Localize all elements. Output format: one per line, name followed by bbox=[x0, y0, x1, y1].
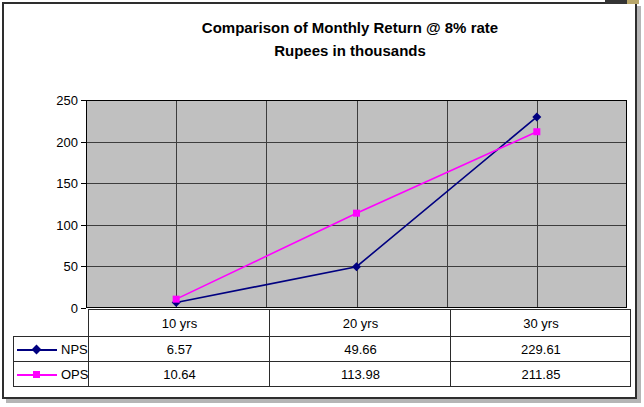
series-label-ops: OPS bbox=[61, 367, 88, 382]
value-cell: 10.64 bbox=[89, 362, 270, 387]
chart-screenshot: Comparison of Monthly Return @ 8% rate R… bbox=[0, 0, 644, 407]
ops-square-marker-icon bbox=[33, 371, 40, 378]
y-tick-label: 200 bbox=[30, 135, 78, 150]
data-point-square bbox=[353, 210, 360, 217]
series-row-ops: OPS 10.64 113.98 211.85 bbox=[14, 362, 631, 387]
value-cell: 211.85 bbox=[451, 362, 631, 387]
category-cell-10yrs: 10 yrs bbox=[89, 310, 270, 337]
y-tick-label: 150 bbox=[30, 176, 78, 191]
series-label-nps: NPS bbox=[61, 342, 88, 357]
y-axis-ticks bbox=[81, 101, 86, 309]
category-cell-30yrs: 30 yrs bbox=[451, 310, 631, 337]
value-cell: 113.98 bbox=[270, 362, 451, 387]
series-row-nps: NPS 6.57 49.66 229.61 bbox=[14, 337, 631, 362]
category-cell-20yrs: 20 yrs bbox=[270, 310, 451, 337]
data-table: 10 yrs 20 yrs 30 yrs NPS 6.57 49.66 229.… bbox=[13, 309, 631, 387]
nps-diamond-marker-icon bbox=[32, 344, 42, 354]
data-point-square bbox=[173, 296, 180, 303]
plot-background bbox=[86, 100, 627, 308]
legend-cell-ops: OPS bbox=[14, 362, 89, 387]
value-cell: 6.57 bbox=[89, 337, 270, 362]
legend-cell-nps: NPS bbox=[14, 337, 89, 362]
blank-cell bbox=[14, 310, 89, 337]
category-row: 10 yrs 20 yrs 30 yrs bbox=[14, 310, 631, 337]
y-tick-label: 50 bbox=[30, 259, 78, 274]
legend-key-nps bbox=[17, 345, 57, 354]
data-point-square bbox=[533, 128, 540, 135]
value-cell: 49.66 bbox=[270, 337, 451, 362]
y-tick-label: 100 bbox=[30, 218, 78, 233]
legend-key-ops bbox=[17, 370, 57, 379]
value-cell: 229.61 bbox=[451, 337, 631, 362]
y-tick-label: 250 bbox=[30, 93, 78, 108]
